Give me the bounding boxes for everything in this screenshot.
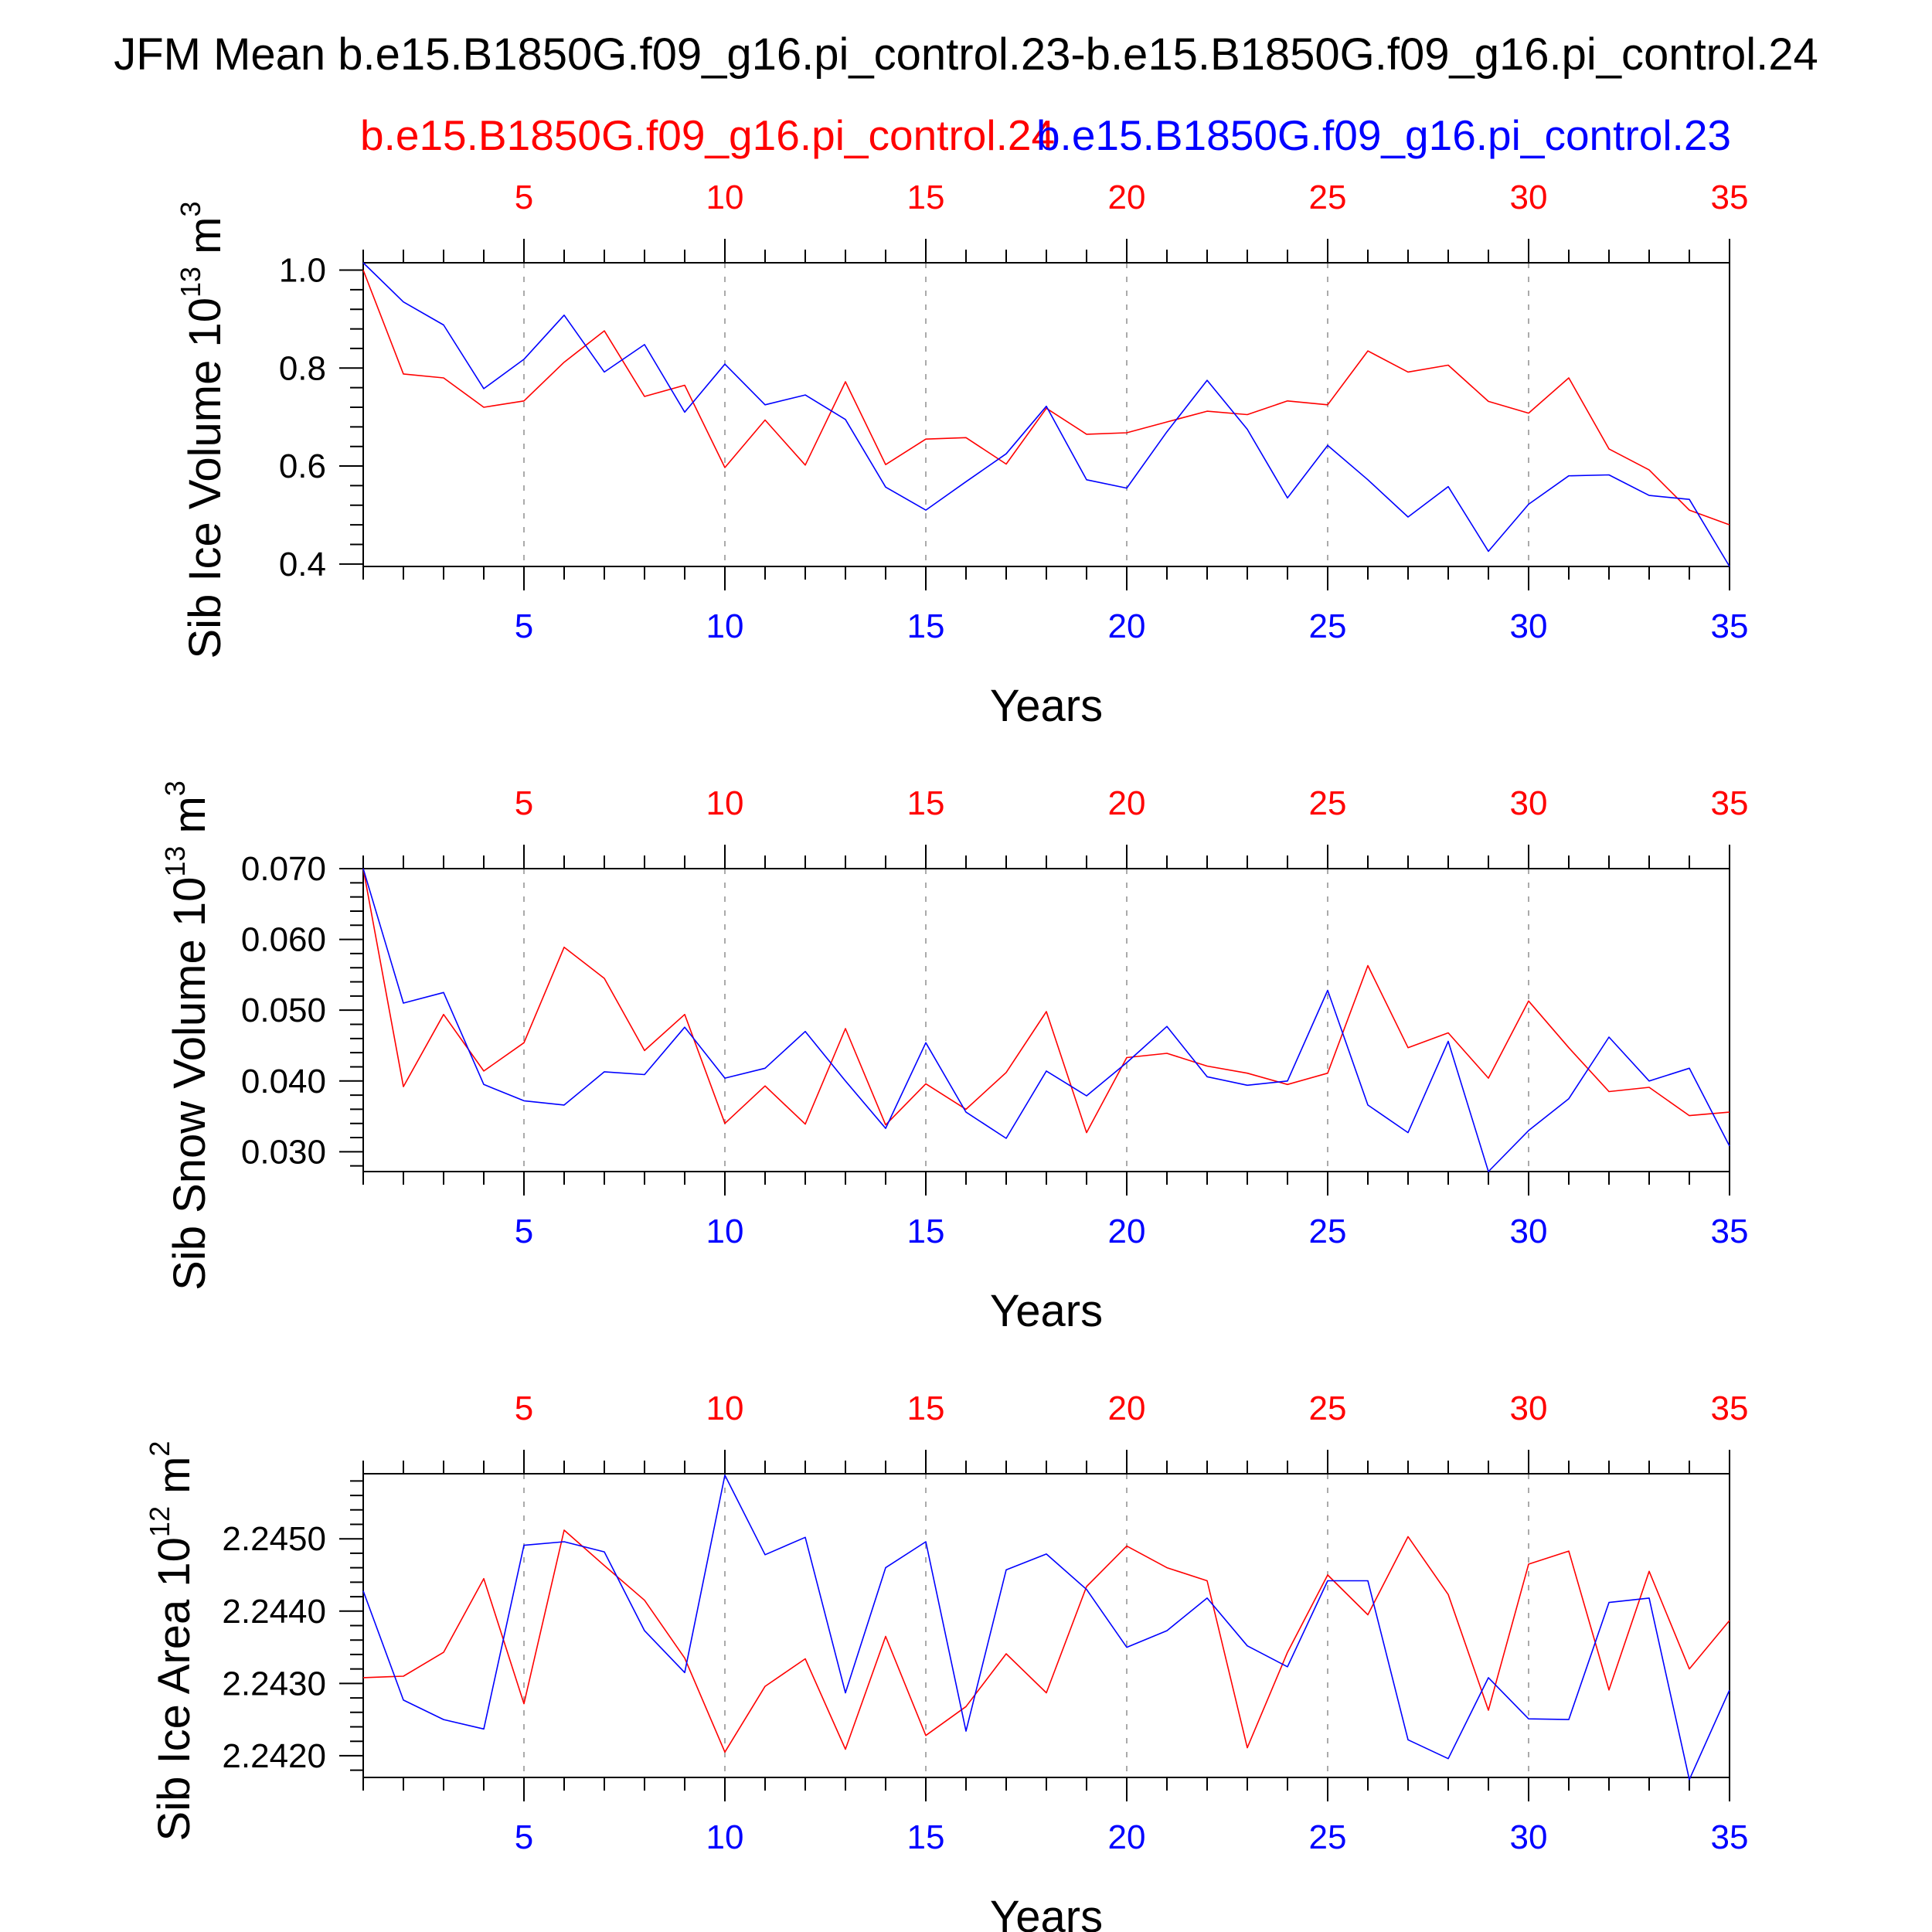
x-tick-label-top: 25 [1309, 784, 1347, 822]
series-line-control-23 [362, 1475, 1730, 1781]
y-tick-label: 0.8 [279, 349, 326, 387]
x-tick-label-top: 30 [1510, 784, 1548, 822]
panel-2: 5 5 10 10 15 15 20 20 25 25 30 30 35 35 0.030 0.040 0.05… [159, 781, 1748, 1336]
x-tick-label-top: 10 [706, 784, 744, 822]
x-tick-label-top: 10 [706, 1389, 744, 1427]
x-tick-label-bottom: 5 [515, 1213, 533, 1250]
x-tick-label-bottom: 10 [706, 1213, 744, 1250]
x-tick-label-top: 5 [515, 179, 533, 216]
x-tick-label-bottom: 15 [907, 1818, 945, 1856]
x-tick-label-top: 25 [1309, 1389, 1347, 1427]
plot-frame [362, 1473, 1730, 1778]
y-axis-label: Sib Ice Volume 1013 m3 [175, 201, 230, 658]
x-tick-label-top: 15 [907, 1389, 945, 1427]
x-tick-label-top: 20 [1108, 784, 1146, 822]
x-axis-label: Years [990, 681, 1103, 731]
x-tick-label-bottom: 35 [1711, 607, 1749, 645]
x-tick-label-bottom: 30 [1510, 1818, 1548, 1856]
x-tick-label-bottom: 5 [515, 607, 533, 645]
y-tick-label: 0.070 [241, 850, 326, 888]
x-tick-label-top: 25 [1309, 179, 1347, 216]
y-tick-label: 0.050 [241, 992, 326, 1029]
series-line-control-24 [362, 1529, 1730, 1753]
x-tick-label-bottom: 20 [1108, 1213, 1146, 1250]
x-tick-label-top: 5 [515, 784, 533, 822]
x-tick-label-bottom: 30 [1510, 607, 1548, 645]
chart-title: JFM Mean b.e15.B1850G.f09_g16.pi_control… [114, 29, 1818, 80]
x-axis-label: Years [990, 1892, 1103, 1932]
x-tick-label-top: 20 [1108, 1389, 1146, 1427]
x-tick-label-bottom: 20 [1108, 607, 1146, 645]
plot-frame [362, 262, 1730, 567]
y-axis-label: Sib Ice Area 1012 m2 [144, 1441, 199, 1842]
x-tick-label-top: 35 [1711, 179, 1749, 216]
y-tick-label: 1.0 [279, 252, 326, 290]
y-tick-label: 0.060 [241, 921, 326, 959]
y-tick-label: 2.2420 [222, 1737, 326, 1775]
x-tick-label-top: 5 [515, 1389, 533, 1427]
x-axis-label: Years [990, 1286, 1103, 1336]
y-tick-label: 0.4 [279, 546, 326, 583]
series-line-control-23 [362, 262, 1730, 567]
series-line-control-24 [362, 868, 1730, 1134]
x-tick-label-bottom: 15 [907, 1213, 945, 1250]
y-axis-label: Sib Snow Volume 1013 m3 [159, 781, 215, 1291]
legend-entry-control-23: b.e15.B1850G.f09_g16.pi_control.23 [1036, 111, 1731, 159]
x-tick-label-bottom: 25 [1309, 607, 1347, 645]
x-tick-label-top: 35 [1711, 1389, 1749, 1427]
x-tick-label-top: 10 [706, 179, 744, 216]
series-line-control-24 [362, 270, 1730, 526]
x-tick-label-top: 30 [1510, 1389, 1548, 1427]
y-tick-label: 2.2450 [222, 1520, 326, 1558]
x-tick-label-bottom: 5 [515, 1818, 533, 1856]
chart-panels: 5 5 10 10 15 15 20 20 25 25 30 30 35 35 0.4 0.6 0.8 1.0 Ye… [144, 179, 1748, 1932]
x-tick-label-bottom: 25 [1309, 1213, 1347, 1250]
x-tick-label-bottom: 15 [907, 607, 945, 645]
x-tick-label-top: 30 [1510, 179, 1548, 216]
x-tick-label-bottom: 20 [1108, 1818, 1146, 1856]
series-line-control-23 [362, 868, 1730, 1172]
y-tick-label: 0.6 [279, 447, 326, 485]
x-tick-label-bottom: 10 [706, 1818, 744, 1856]
y-tick-label: 2.2440 [222, 1593, 326, 1631]
x-tick-label-bottom: 30 [1510, 1213, 1548, 1250]
x-tick-label-top: 20 [1108, 179, 1146, 216]
panel-1: 5 5 10 10 15 15 20 20 25 25 30 30 35 35 0.4 0.6 0.8 1.0 Ye… [175, 179, 1748, 731]
y-tick-label: 0.030 [241, 1133, 326, 1171]
panel-3: 5 5 10 10 15 15 20 20 25 25 30 30 35 35 2.2420 2.2430 2.… [144, 1389, 1748, 1932]
y-tick-label: 2.2430 [222, 1665, 326, 1702]
x-tick-label-bottom: 35 [1711, 1213, 1749, 1250]
legend-entry-control-24: b.e15.B1850G.f09_g16.pi_control.24 [360, 111, 1055, 159]
x-tick-label-top: 15 [907, 784, 945, 822]
x-tick-label-top: 15 [907, 179, 945, 216]
x-tick-label-bottom: 25 [1309, 1818, 1347, 1856]
y-tick-label: 0.040 [241, 1063, 326, 1100]
plot-frame [362, 868, 1730, 1172]
x-tick-label-bottom: 10 [706, 607, 744, 645]
x-tick-label-bottom: 35 [1711, 1818, 1749, 1856]
x-tick-label-top: 35 [1711, 784, 1749, 822]
